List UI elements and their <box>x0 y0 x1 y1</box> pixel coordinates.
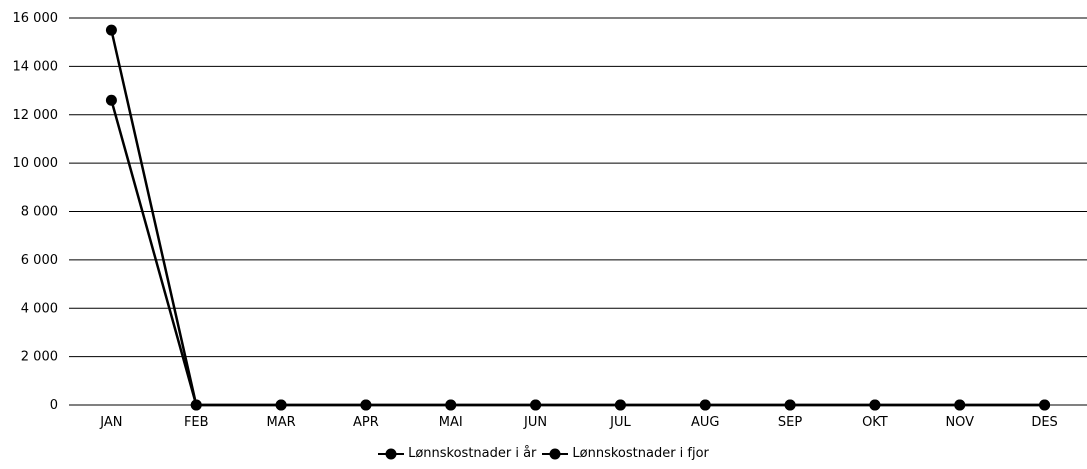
x-tick-label: JUN <box>523 415 547 430</box>
legend-marker-this-year <box>378 448 405 459</box>
series-1-point-8 <box>784 399 796 411</box>
series-1-point-4 <box>445 399 457 411</box>
x-tick-label: DES <box>1031 415 1057 430</box>
x-tick-label: FEB <box>184 415 209 430</box>
series-1-point-0 <box>105 24 117 36</box>
series-line-0 <box>110 99 1045 407</box>
x-tick-label: OKT <box>862 415 888 430</box>
x-tick-label: NOV <box>945 415 974 430</box>
y-tick-label: 2 000 <box>21 350 58 365</box>
series-1-point-1 <box>190 399 202 411</box>
x-tick-label: AUG <box>691 415 719 430</box>
x-tick-label: JAN <box>99 415 122 430</box>
legend-label-this-year: Lønnskostnader i år <box>408 446 537 461</box>
legend-marker-last-year <box>542 448 569 459</box>
legend-item-last-year: Lønnskostnader i fjor <box>542 446 709 461</box>
x-tick-label: MAI <box>439 415 463 430</box>
grid-lines <box>69 17 1087 406</box>
series-1-point-9 <box>869 399 881 411</box>
series-1-point-5 <box>530 399 542 411</box>
x-tick-label: SEP <box>778 415 802 430</box>
x-axis-tick-labels: JAN FEB MAR APR MAI JUN JUL AUG SEP OKT NOV DES <box>99 415 1058 430</box>
series-1-point-6 <box>614 399 626 411</box>
y-axis-tick-labels: 0 2 000 4 000 6 000 8 000 10 000 12 000 14 000 1… <box>13 11 59 413</box>
y-tick-label: 6 000 <box>21 253 58 268</box>
y-tick-label: 10 000 <box>13 156 59 171</box>
y-tick-label: 14 000 <box>13 59 59 74</box>
x-tick-label: MAR <box>267 415 296 430</box>
series-1-point-3 <box>360 399 372 411</box>
series-line-1 <box>110 29 1045 407</box>
x-tick-label: APR <box>353 415 379 430</box>
series-lines <box>105 24 1051 411</box>
series-1-point-7 <box>699 399 711 411</box>
series-1-point-10 <box>954 399 966 411</box>
series-1-point-11 <box>1039 399 1051 411</box>
line-chart: 0 2 000 4 000 6 000 8 000 10 000 12 000 14 000 1… <box>13 11 1087 430</box>
y-tick-label: 12 000 <box>13 108 59 123</box>
legend-item-this-year: Lønnskostnader i år <box>378 446 536 461</box>
y-tick-label: 0 <box>50 398 58 413</box>
legend: Lønnskostnader i år Lønnskostnader i fjo… <box>0 446 1087 461</box>
y-tick-label: 16 000 <box>13 11 59 26</box>
series-1-point-2 <box>275 399 287 411</box>
series-0-point-0 <box>105 94 117 106</box>
y-tick-label: 4 000 <box>21 301 58 316</box>
legend-label-last-year: Lønnskostnader i fjor <box>572 446 709 461</box>
y-tick-label: 8 000 <box>21 205 58 220</box>
x-tick-label: JUL <box>609 415 631 430</box>
